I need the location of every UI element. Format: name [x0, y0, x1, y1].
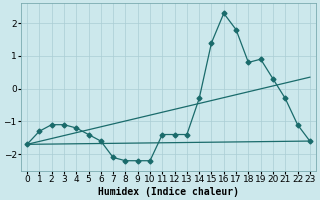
X-axis label: Humidex (Indice chaleur): Humidex (Indice chaleur): [98, 186, 239, 197]
